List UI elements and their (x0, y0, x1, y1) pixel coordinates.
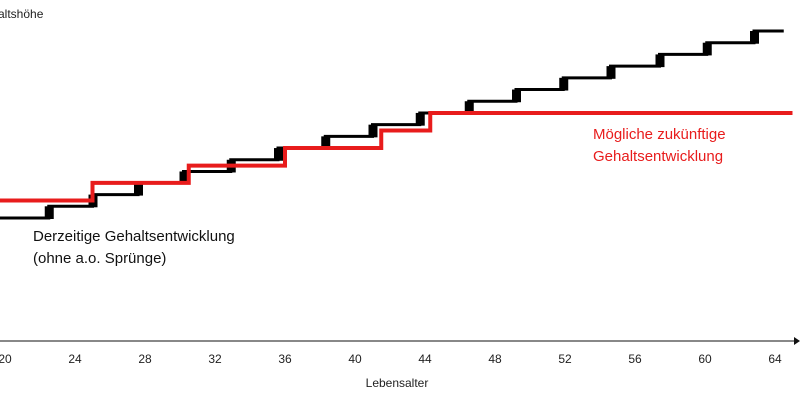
step-riser (368, 124, 378, 138)
x-tick-label: 60 (698, 352, 712, 366)
x-tick-label: 52 (558, 352, 572, 366)
step-riser (274, 148, 283, 161)
x-tick-label: 28 (138, 352, 152, 366)
annotation-future: Mögliche zukünftige (593, 126, 726, 143)
step-riser (415, 112, 425, 126)
annotation-future: Gehaltsentwicklung (593, 148, 723, 165)
step-riser (606, 66, 616, 79)
step-riser (702, 42, 712, 56)
x-tick-layer: 20 24 28 32 36 40 44 48 52 56 60 64 (0, 352, 782, 366)
annotation-current: Derzeitige Gehaltsentwicklung (33, 228, 235, 245)
annotation-layer: Derzeitige Gehaltsentwicklung (ohne a.o. … (33, 126, 726, 267)
x-tick-label: 48 (488, 352, 502, 366)
x-tick-label: 56 (628, 352, 642, 366)
x-tick-label: 64 (768, 352, 782, 366)
y-axis-title: altshöhe (0, 7, 44, 21)
series-layer (0, 29, 793, 220)
x-axis-title: Lebensalter (366, 376, 429, 390)
x-axis-arrow (794, 337, 800, 345)
x-tick-label: 44 (418, 352, 432, 366)
step-riser (655, 54, 665, 68)
x-tick-label: 40 (348, 352, 362, 366)
future-salary-line (0, 110, 793, 203)
x-tick-label: 24 (68, 352, 82, 366)
step-riser (179, 171, 189, 184)
x-tick-label: 32 (208, 352, 222, 366)
step-riser (134, 182, 143, 196)
annotation-current: (ohne a.o. Sprünge) (33, 250, 166, 267)
step-riser (44, 206, 54, 219)
step-riser (464, 101, 474, 114)
step-riser (750, 31, 759, 44)
step-riser (512, 89, 521, 103)
step-riser (559, 77, 569, 91)
step-riser (321, 136, 331, 150)
current-salary-line (0, 29, 784, 220)
x-tick-label: 20 (0, 352, 12, 366)
x-tick-label: 36 (278, 352, 292, 366)
